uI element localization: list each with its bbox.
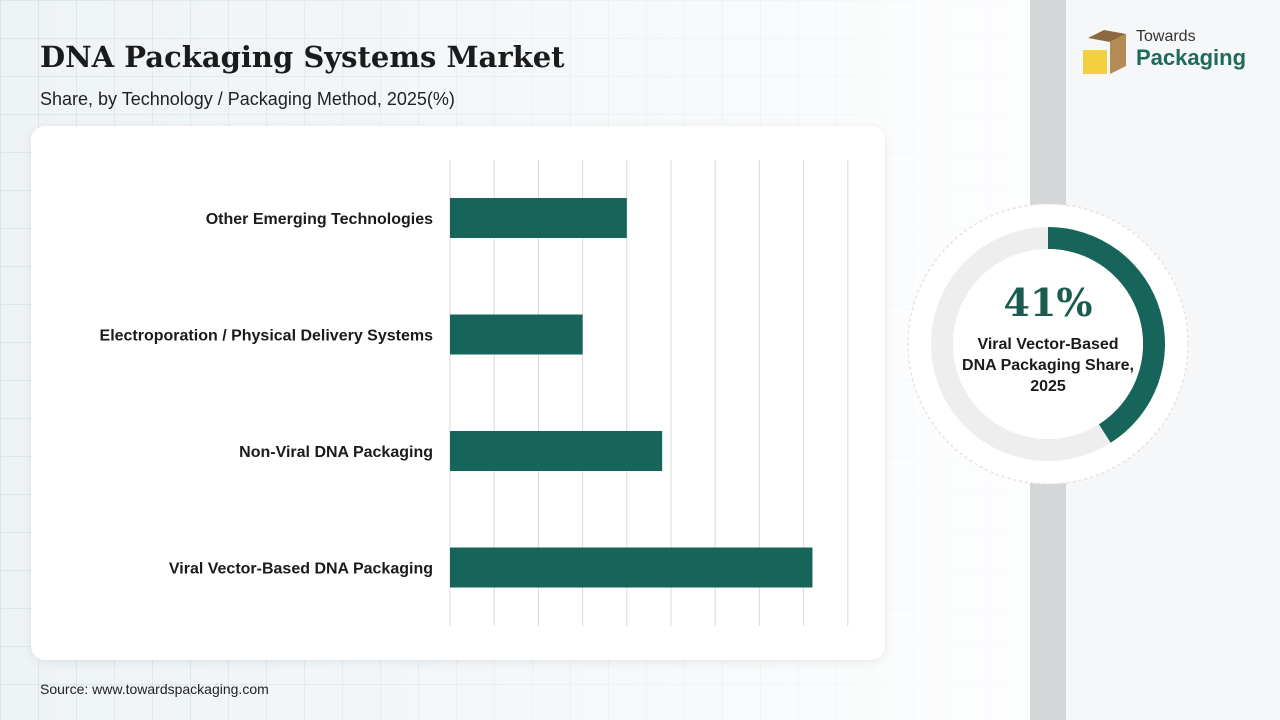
- package-box-icon: [1083, 30, 1126, 74]
- bar: [450, 431, 663, 471]
- highlight-label: Viral Vector-Based DNA Packaging Share, …: [962, 336, 1134, 395]
- logo-text-packaging: Packaging: [1136, 45, 1247, 70]
- donut-value-arc: [1047, 227, 1165, 443]
- logo-text-towards: Towards: [1136, 28, 1196, 45]
- page-title: DNA Packaging Systems Market: [40, 40, 565, 74]
- category-label: Other Emerging Technologies: [206, 211, 433, 228]
- brand-logo: Towards Packaging: [1082, 28, 1262, 78]
- highlight-donut: 41% Viral Vector-Based DNA Packaging Sha…: [906, 202, 1190, 486]
- bar: [450, 198, 627, 238]
- page-subtitle: Share, by Technology / Packaging Method,…: [40, 89, 455, 109]
- bar-chart: Other Emerging Technologies Electroporati…: [100, 160, 849, 626]
- category-label: Non-Viral DNA Packaging: [239, 444, 433, 461]
- bar: [450, 314, 583, 355]
- donut-chart: [907, 203, 1189, 485]
- source-note: Source: www.towardspackaging.com: [40, 681, 269, 697]
- bar: [450, 547, 813, 588]
- donut-center: [953, 249, 1143, 439]
- category-label: Viral Vector-Based DNA Packaging: [169, 561, 433, 578]
- chart-card: Other Emerging Technologies Electroporati…: [31, 126, 885, 660]
- category-label: Electroporation / Physical Delivery Syst…: [100, 328, 434, 345]
- highlight-value: 41%: [1003, 280, 1093, 325]
